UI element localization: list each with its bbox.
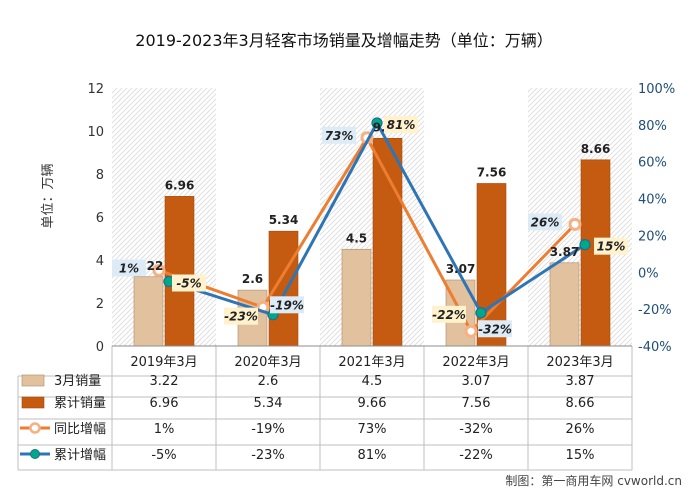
chart-title: 2019-2023年3月轻客市场销量及增幅走势（单位：万辆） <box>135 31 552 50</box>
bar <box>341 248 372 347</box>
y-tick-label: 4 <box>96 254 104 269</box>
line-data-label: -19% <box>270 298 304 312</box>
y2-tick-label: 80% <box>638 119 667 134</box>
table-cell: 6.96 <box>150 396 179 411</box>
bar-data-label: 5.34 <box>269 213 299 227</box>
y-tick-label: 8 <box>96 168 104 183</box>
y2-tick-label: 40% <box>638 193 667 208</box>
y2-tick-label: 60% <box>638 156 667 171</box>
line-label-box <box>528 213 562 231</box>
table-cell: 3.22 <box>150 374 179 389</box>
table-cell: 5.34 <box>254 396 283 411</box>
x-tick-label: 2020年3月 <box>234 355 301 370</box>
legend-label: 3月销量 <box>54 374 101 389</box>
line-label-box <box>478 320 512 338</box>
legend-swatch <box>21 374 45 387</box>
line-data-label: -5% <box>176 277 201 291</box>
bar-data-label: 7.56 <box>477 165 507 179</box>
bar <box>549 262 580 347</box>
line-data-label: 26% <box>531 215 560 229</box>
line-label-box <box>270 296 304 314</box>
legend-swatch <box>21 396 45 409</box>
y-tick-label: 2 <box>96 297 104 312</box>
table-cell: 7.56 <box>462 396 491 411</box>
bar-data-label: 8.66 <box>581 142 611 156</box>
table-cell: -22% <box>459 448 493 463</box>
line-label-box <box>594 237 628 255</box>
bar <box>372 138 403 347</box>
table-cell: -19% <box>251 422 285 437</box>
table-cell: 8.66 <box>566 396 595 411</box>
line-label-box <box>172 274 206 292</box>
bar-data-label: 2.6 <box>242 272 263 286</box>
line-data-label: 81% <box>387 118 416 132</box>
table-cell: 2.6 <box>258 374 279 389</box>
table-cell: 1% <box>154 422 175 437</box>
legend-label: 同比增幅 <box>54 422 106 437</box>
table-cell: -23% <box>251 448 285 463</box>
y2-tick-label: 0% <box>638 266 659 281</box>
line-label-box <box>224 307 258 325</box>
y2-tick-label: 100% <box>638 82 675 97</box>
table-cell: 3.07 <box>462 374 491 389</box>
bar-data-label: 6.96 <box>165 178 195 192</box>
legend-marker <box>29 422 41 434</box>
bar-data-label: 3.87 <box>550 245 580 259</box>
table-cell: 3.87 <box>566 374 595 389</box>
x-tick-label: 2021年3月 <box>338 355 405 370</box>
line-label-box <box>432 305 466 323</box>
line-data-label: 73% <box>325 129 354 143</box>
y2-tick-label: -40% <box>638 340 672 355</box>
table-cell: 9.66 <box>358 396 387 411</box>
line-label-box <box>384 116 418 134</box>
line-data-label: -22% <box>432 308 466 322</box>
table-cell: 73% <box>358 422 387 437</box>
y2-tick-label: -20% <box>638 303 672 318</box>
line-label-box <box>112 259 146 277</box>
line-marker <box>475 307 487 319</box>
line-data-label: 1% <box>119 261 139 275</box>
x-tick-label: 2019年3月 <box>130 355 197 370</box>
table-cell: 81% <box>358 448 387 463</box>
legend-marker <box>30 449 40 459</box>
y-tick-label: 12 <box>87 82 104 97</box>
line-marker <box>371 117 383 129</box>
source-note: 制图：第一商用车网 cvworld.cn <box>505 473 682 488</box>
bar-data-label: 4.5 <box>346 231 367 245</box>
line-data-label: 15% <box>597 240 626 254</box>
line-marker <box>152 263 166 277</box>
line-data-label: -23% <box>224 310 258 324</box>
bar <box>133 276 164 347</box>
table-cell: 15% <box>566 448 595 463</box>
y-tick-label: 6 <box>96 211 104 226</box>
line-marker <box>568 217 582 231</box>
line-data-label: -32% <box>478 322 512 336</box>
line-marker <box>579 239 591 251</box>
x-tick-label: 2023年3月 <box>546 355 613 370</box>
legend-label: 累计销量 <box>54 396 106 411</box>
line-marker <box>464 324 478 338</box>
x-tick-label: 2022年3月 <box>442 355 509 370</box>
table-cell: -5% <box>151 448 176 463</box>
line-label-box <box>322 126 356 144</box>
y-tick-label: 10 <box>87 125 104 140</box>
table-cell: 26% <box>566 422 595 437</box>
bar <box>164 196 195 347</box>
table-cell: -32% <box>459 422 493 437</box>
bar-data-label: 3.07 <box>446 262 476 276</box>
table-cell: 4.5 <box>362 374 383 389</box>
legend-label: 累计增幅 <box>54 448 106 463</box>
y2-tick-label: 20% <box>638 229 667 244</box>
y-axis-title: 单位：万辆 <box>41 163 56 228</box>
y-tick-label: 0 <box>96 340 104 355</box>
